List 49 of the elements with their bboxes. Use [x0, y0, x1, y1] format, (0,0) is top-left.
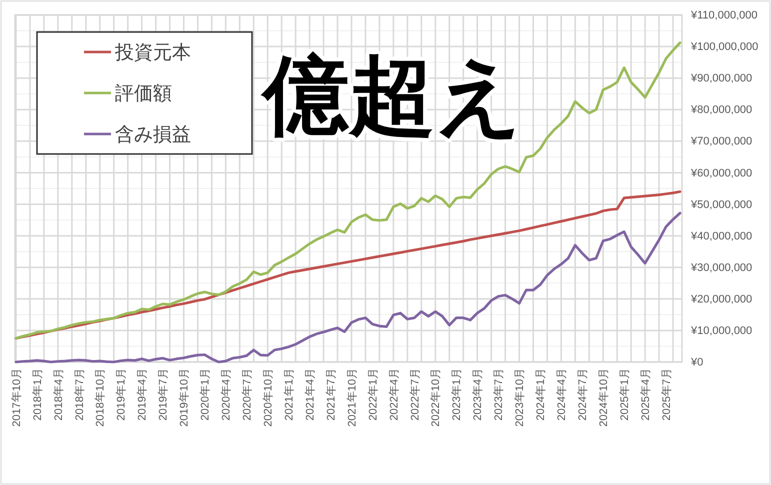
- x-tick-label: 2019年4月: [136, 368, 149, 421]
- x-tick-label: 2025年4月: [640, 368, 652, 421]
- x-tick-label: 2022年4月: [388, 368, 400, 421]
- x-tick-label: 2025年7月: [660, 368, 673, 421]
- legend-label: 評価額: [115, 84, 172, 105]
- x-tick-label: 2020年10月: [262, 368, 274, 427]
- x-tick-label: 2020年4月: [220, 368, 233, 421]
- y-tick-label: ¥0: [690, 356, 704, 369]
- y-tick-label: ¥70,000,000: [690, 136, 752, 148]
- x-tick-label: 2022年1月: [367, 368, 380, 421]
- y-tick-label: ¥110,000,000: [690, 10, 758, 22]
- y-tick-label: ¥90,000,000: [690, 72, 752, 85]
- x-tick-label: 2024年4月: [556, 368, 568, 421]
- x-tick-label: 2025年1月: [618, 368, 631, 421]
- legend-label: 含み損益: [115, 124, 191, 146]
- y-tick-label: ¥100,000,000: [690, 41, 758, 54]
- y-tick-label: ¥30,000,000: [690, 262, 752, 274]
- y-tick-label: ¥60,000,000: [690, 167, 752, 180]
- x-tick-label: 2018年10月: [94, 368, 107, 427]
- x-tick-label: 2024年10月: [598, 368, 610, 427]
- x-tick-label: 2022年7月: [409, 368, 422, 421]
- x-tick-label: 2018年1月: [32, 368, 44, 421]
- y-tick-label: ¥20,000,000: [690, 293, 752, 306]
- x-tick-label: 2021年1月: [283, 368, 296, 421]
- x-tick-label: 2022年10月: [430, 368, 442, 427]
- legend-label: 投資元本: [114, 42, 191, 64]
- y-tick-label: ¥10,000,000: [690, 324, 752, 337]
- x-tick-label: 2018年7月: [74, 368, 86, 421]
- x-tick-label: 2023年10月: [514, 368, 526, 427]
- y-tick-label: ¥80,000,000: [690, 104, 752, 116]
- x-tick-label: 2019年10月: [178, 368, 191, 427]
- x-tick-label: 2024年1月: [535, 368, 548, 421]
- y-tick-label: ¥40,000,000: [690, 230, 752, 242]
- x-tick-label: 2017年10月: [10, 368, 23, 427]
- x-tick-label: 2018年4月: [52, 368, 65, 421]
- x-tick-label: 2023年7月: [493, 368, 506, 421]
- line-series: [14, 41, 682, 340]
- x-tick-label: 2019年7月: [158, 368, 170, 421]
- x-tick-label: 2020年1月: [200, 368, 212, 421]
- x-tick-label: 2021年10月: [346, 368, 358, 427]
- x-tick-label: 2020年7月: [242, 368, 254, 421]
- x-tick-label: 2019年1月: [116, 368, 128, 421]
- x-tick-label: 2021年7月: [325, 368, 338, 421]
- y-tick-label: ¥50,000,000: [690, 198, 752, 211]
- x-tick-label: 2024年7月: [576, 368, 589, 421]
- x-tick-label: 2023年4月: [472, 368, 484, 421]
- annotation: 億超え: [260, 45, 523, 146]
- x-tick-label: 2023年1月: [451, 368, 464, 421]
- x-tick-label: 2021年4月: [304, 368, 316, 421]
